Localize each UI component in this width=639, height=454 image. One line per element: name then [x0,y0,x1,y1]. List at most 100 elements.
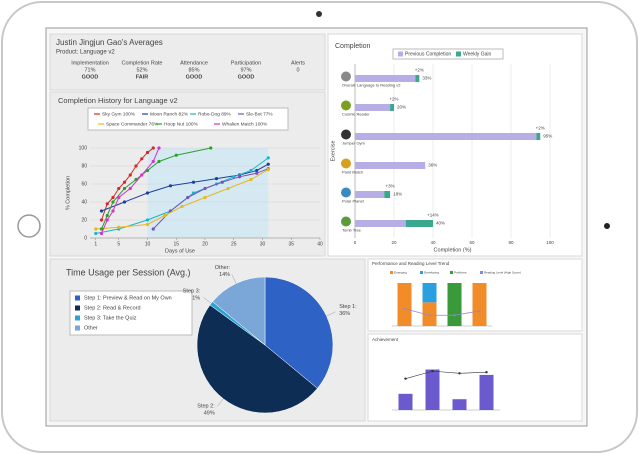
series-point [151,146,155,150]
series-point [99,227,104,231]
gain-label: +2% [389,97,398,102]
series-point [431,369,434,373]
bar [479,374,494,410]
series-point [255,171,259,175]
series-point [458,372,461,375]
chart-title: Time Usage per Session (Avg.) [66,267,191,277]
legend-label: Sle-Bot 77% [246,111,273,117]
completion-panel [327,33,583,257]
bar [355,162,426,169]
series-point [111,195,115,200]
metric-value: 85% [188,67,199,73]
series-point [214,177,219,181]
series-point [232,175,236,179]
home-button[interactable] [17,214,41,238]
x-tick-label: 40 [430,240,436,245]
series-point [94,227,98,231]
series-point [203,195,207,200]
series-point [226,186,230,191]
series-point [163,213,167,218]
x-tick-label: 20 [391,240,397,245]
chart-title: Achievement [372,337,399,342]
series-point [403,307,406,310]
slice-name: Other: [215,265,231,271]
chart-title: Completion History for Language v2 [58,96,178,105]
legend-label: Space Commander 76% [106,121,159,127]
legend-swatch [398,51,403,57]
averages-subtitle: Product: Language v2 [56,50,115,56]
x-tick-label: 35 [288,241,294,247]
series-point [99,218,104,222]
legend-label: Step 2: Read & Record [84,305,141,311]
bar [390,104,394,111]
averages-title: Justin Jingjun Gao's Averages [56,38,163,47]
gain-label: +2% [536,126,545,131]
pie-slice [264,276,334,389]
legend-swatch [450,271,453,274]
metric-value: 97% [240,67,251,73]
x-tick-label: 0 [354,240,357,245]
series-point [99,231,104,236]
y-tick-label: Tomb Tree [342,228,362,233]
exercise-icon [341,187,351,198]
bar [422,283,437,303]
exercise-icon [341,129,351,140]
legend-label: Reading Level (High Score) [484,270,521,274]
bar [425,369,440,410]
legend-label: Previous Completion [405,51,451,57]
sensor [604,223,610,229]
legend-swatch [480,271,483,274]
x-tick-label: 15 [173,241,179,247]
series-point [140,157,144,161]
legend-swatch [420,271,423,274]
x-tick-label: 20 [202,241,208,247]
bar [536,133,541,140]
legend-box [392,48,504,60]
bar [415,75,420,82]
bar [355,133,537,140]
series-point [203,186,207,191]
bar [384,191,391,198]
series-point [266,162,270,166]
legend-label: Step 1: Preview & Read on My Own [84,295,172,301]
legend-box [69,290,193,336]
legend-label: Weekly Gain [463,51,491,57]
metric-label: Completion Rate [122,60,163,66]
legend-swatch [75,325,80,331]
camera [316,11,322,17]
series-point [404,377,407,380]
series-point [186,195,190,200]
series-point [255,168,259,173]
legend-label: Other [84,325,98,331]
series-point [249,177,253,182]
bar [452,399,467,410]
series-point [266,156,270,160]
x-tick-label: 25 [231,241,237,247]
y-tick-label: 80 [81,163,87,169]
exercise-icon [341,100,351,111]
legend-label: Robo-Dog 89% [198,111,232,117]
series-point [117,225,121,229]
bar [355,220,406,227]
series-point [111,209,115,213]
y-tick-label: Overall: Language to Reading v2 [342,83,401,88]
chart-title: Performance and Reading Level Trend [372,261,450,266]
legend-label: Sky Gym 100% [102,111,136,117]
legend-label: Whalien Match 100% [222,121,268,127]
series-point [122,180,127,184]
legend-swatch [456,51,461,57]
slice-value: 36% [339,311,350,317]
series-point [220,180,224,184]
x-tick-label: 100 [546,240,554,245]
slice-name: Step 3: [183,289,201,295]
leader-line [326,311,336,317]
legend-label: Hoop Nut 100% [164,121,199,127]
series-point [105,218,109,222]
x-tick-label: 10 [145,241,151,247]
series-line [101,147,160,234]
total-label: 40% [436,221,445,226]
metric-label: Participation [231,60,261,66]
metric-value: 71% [84,67,95,73]
series-point [168,184,173,188]
bar [447,283,462,326]
